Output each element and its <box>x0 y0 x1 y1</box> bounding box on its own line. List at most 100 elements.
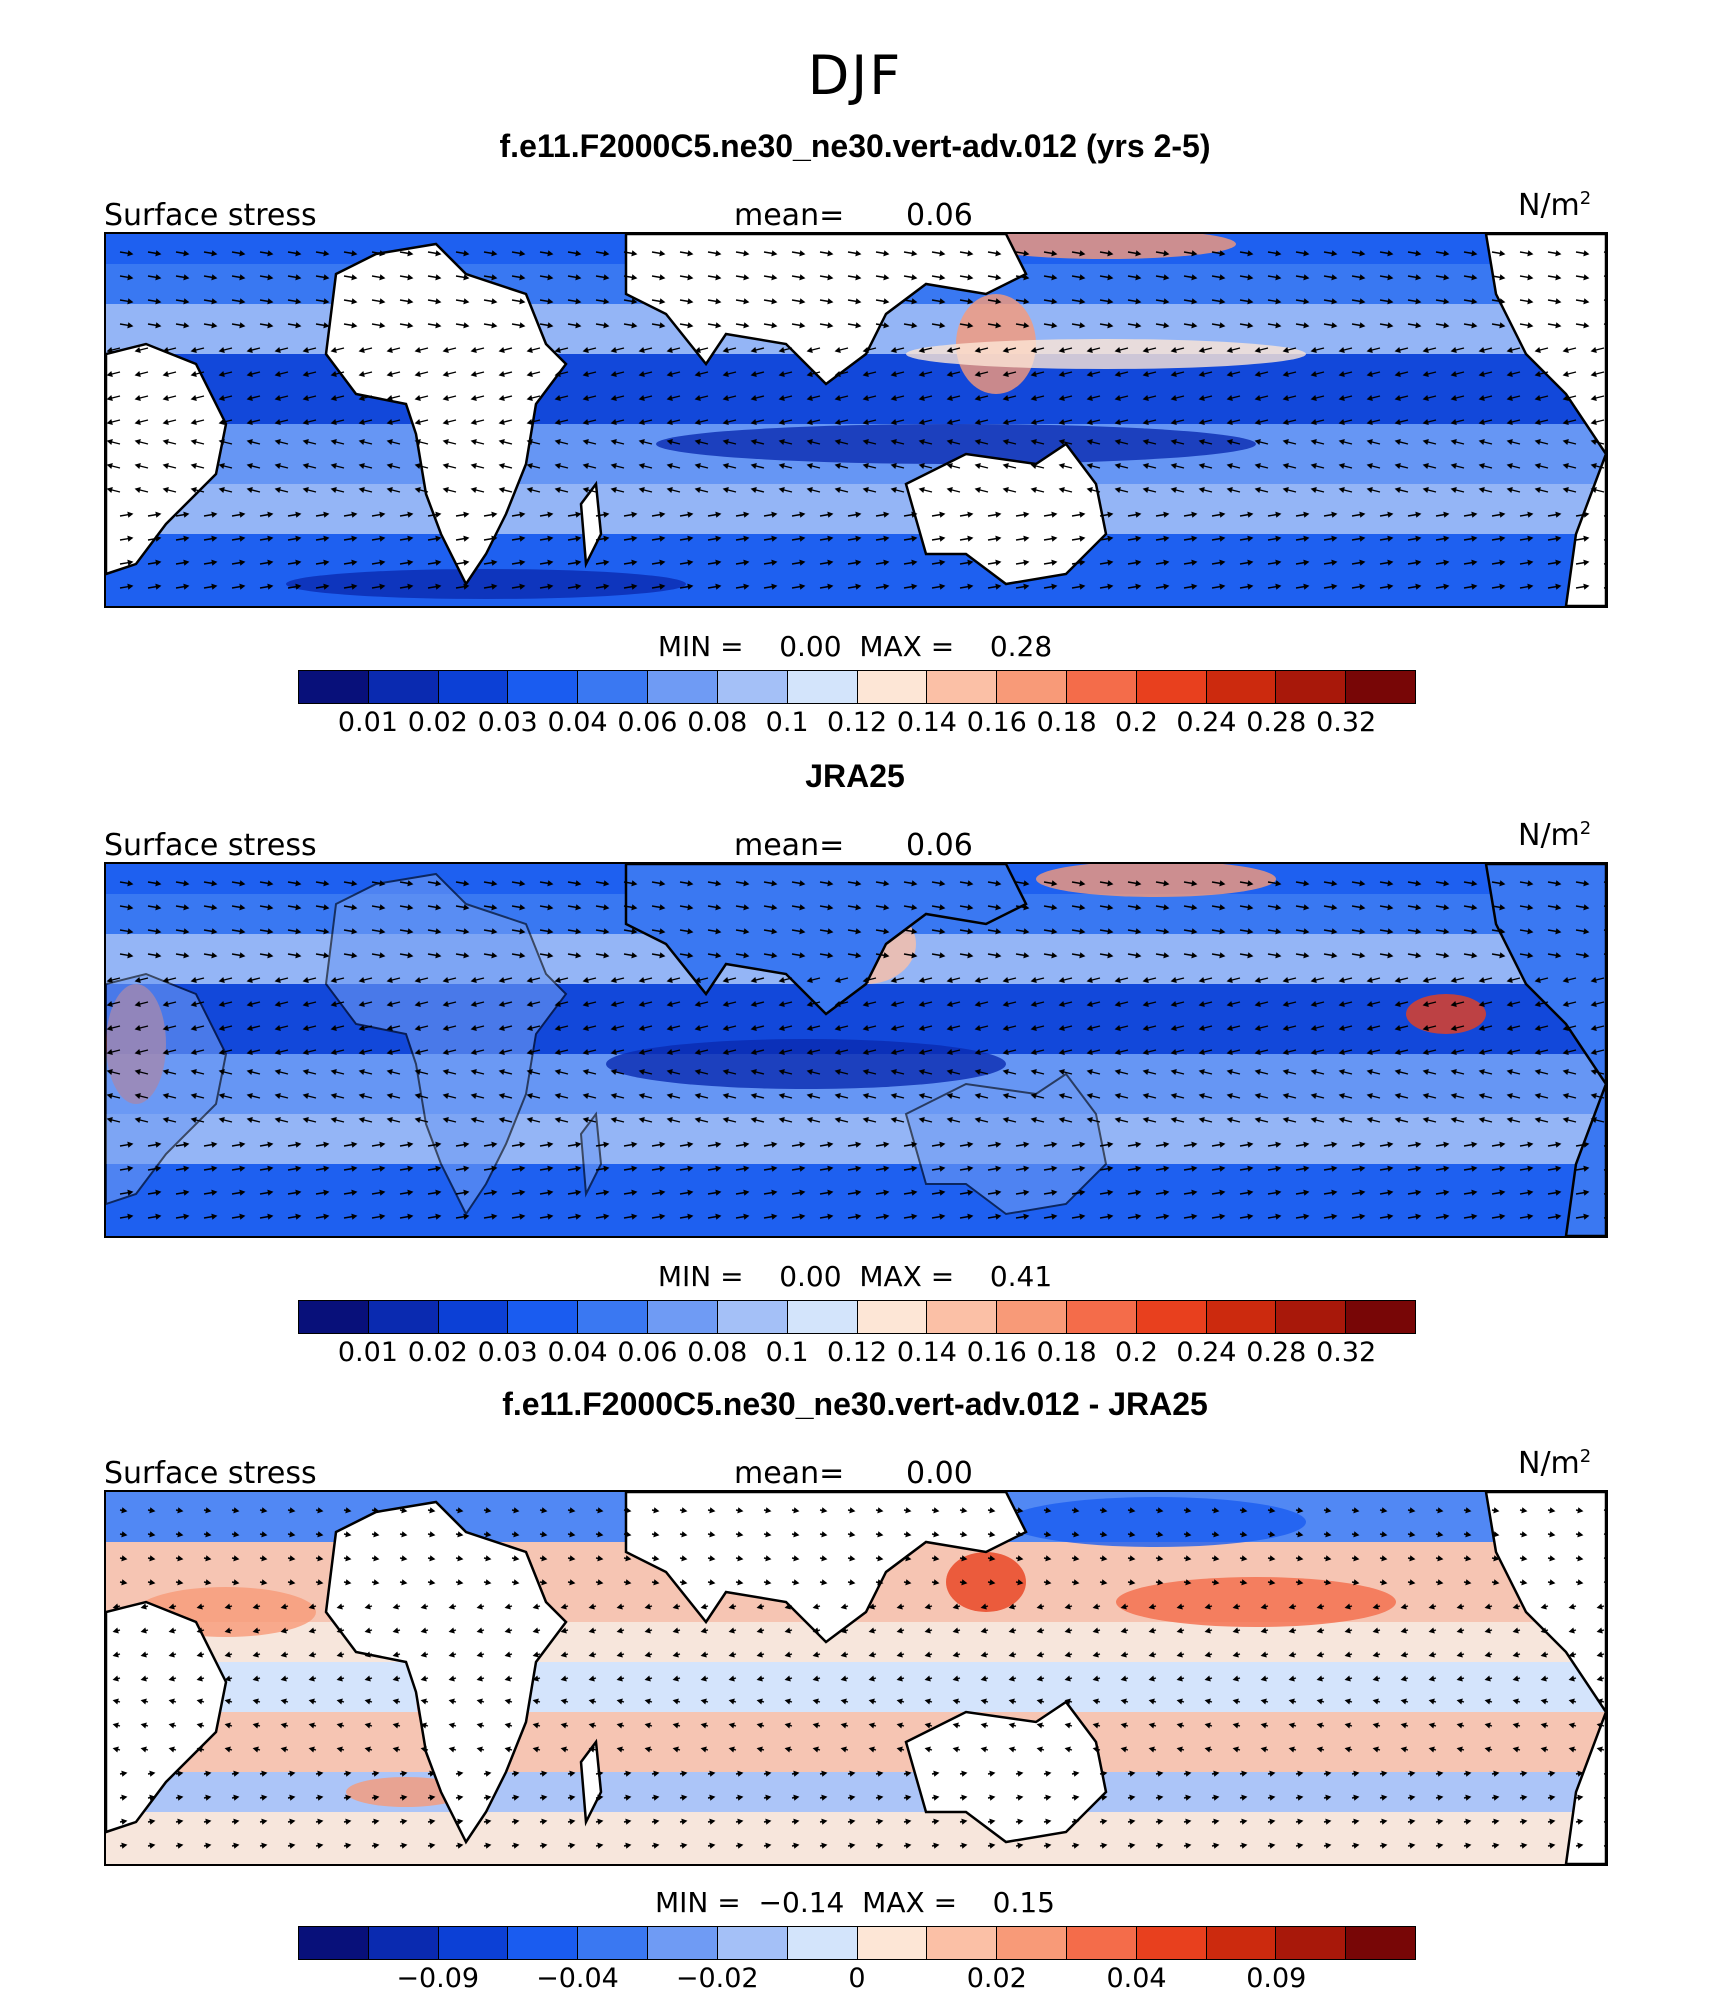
colorbar-tick-label: 0.02 <box>407 707 468 738</box>
colorbar-tick-label: 0.2 <box>1115 1337 1158 1368</box>
colorbar-box <box>368 1301 439 1333</box>
panel-1-colorbar-ticks: 0.01 0.02 0.03 0.04 0.06 0.08 0.1 0.12 0.14 0.16 0… <box>298 707 1416 741</box>
colorbar-box <box>787 1301 858 1333</box>
season-title: DJF <box>807 44 903 107</box>
colorbar-box <box>997 1301 1067 1333</box>
colorbar-tick-label: 0.12 <box>826 1337 888 1368</box>
colorbar-box <box>1346 1301 1415 1333</box>
colorbar-box <box>1066 1927 1137 1959</box>
colorbar-box <box>927 1301 998 1333</box>
colorbar-box <box>717 671 788 703</box>
colorbar-tick-label: 0.16 <box>966 707 1027 738</box>
panel-1-units: N/m2 <box>1518 188 1592 223</box>
colorbar-tick-label: 0.02 <box>966 1963 1027 1994</box>
colorbar-box <box>1346 1927 1415 1959</box>
colorbar-tick-label: 0.24 <box>1176 707 1237 738</box>
panel-2-mean-value: 0.06 <box>906 828 973 863</box>
colorbar-box <box>927 1927 998 1959</box>
colorbar-box <box>1276 671 1347 703</box>
colorbar-tick-label: 0.32 <box>1316 707 1377 738</box>
colorbar-box <box>299 1301 369 1333</box>
colorbar-tick-label: 0.1 <box>765 707 809 738</box>
colorbar-box <box>299 1927 369 1959</box>
colorbar-tick-label: 0.14 <box>896 707 957 738</box>
panel-2-units: N/m2 <box>1518 818 1592 853</box>
panel-1-variable: Surface stress <box>104 198 317 233</box>
panel-3-variable: Surface stress <box>104 1456 317 1491</box>
colorbar-box <box>1206 1301 1277 1333</box>
panel-2-variable: Surface stress <box>104 828 317 863</box>
colorbar-tick-label: −0.09 <box>396 1963 480 1994</box>
panel-3-title: f.e11.F2000C5.ne30_ne30.vert-adv.012 - J… <box>502 1386 1208 1422</box>
colorbar-box <box>857 1301 928 1333</box>
colorbar-box <box>1066 671 1137 703</box>
colorbar-tick-label: 0.24 <box>1176 1337 1237 1368</box>
colorbar-tick-label: 0.2 <box>1115 707 1158 738</box>
colorbar-box <box>927 671 998 703</box>
colorbar-tick-label: 0.06 <box>617 707 678 738</box>
colorbar-box <box>648 1301 718 1333</box>
colorbar-box <box>648 1927 718 1959</box>
colorbar-box <box>1136 1927 1207 1959</box>
colorbar-box <box>1206 1927 1277 1959</box>
colorbar-tick-label: 0.18 <box>1036 1337 1097 1368</box>
colorbar-tick-label: 0 <box>848 1963 866 1994</box>
colorbar-box <box>508 671 579 703</box>
colorbar-tick-label: 0.14 <box>896 1337 957 1368</box>
colorbar-box <box>299 671 369 703</box>
colorbar-box <box>1276 1301 1347 1333</box>
panel-1-title: f.e11.F2000C5.ne30_ne30.vert-adv.012 (yr… <box>499 128 1211 164</box>
colorbar-box <box>1136 671 1207 703</box>
panel-3-map <box>104 1490 1608 1866</box>
colorbar-box <box>438 1301 509 1333</box>
panel-3-colorbar <box>298 1926 1416 1960</box>
colorbar-tick-label: 0.16 <box>966 1337 1027 1368</box>
colorbar-box <box>508 1927 579 1959</box>
colorbar-tick-label: −0.04 <box>536 1963 619 1994</box>
colorbar-tick-label: 0.08 <box>687 1337 748 1368</box>
colorbar-tick-label: 0.04 <box>547 1337 608 1368</box>
colorbar-tick-label: 0.04 <box>547 707 608 738</box>
panel-3-mean-label: mean= <box>734 1456 845 1491</box>
panel-2-title: JRA25 <box>805 758 905 794</box>
colorbar-box <box>438 1927 509 1959</box>
colorbar-box <box>578 1301 649 1333</box>
colorbar-tick-label: 0.01 <box>337 1337 398 1368</box>
colorbar-tick-label: 0.01 <box>337 707 398 738</box>
colorbar-box <box>438 671 509 703</box>
panel-2-mean-label: mean= <box>734 828 845 863</box>
colorbar-box <box>368 671 439 703</box>
colorbar-box <box>1066 1301 1137 1333</box>
panel-1-mean-label: mean= <box>734 198 845 233</box>
colorbar-box <box>1346 671 1415 703</box>
panel-3-units: N/m2 <box>1518 1446 1592 1481</box>
colorbar-tick-label: −0.02 <box>675 1963 759 1994</box>
colorbar-tick-label: 0.02 <box>407 1337 468 1368</box>
colorbar-box <box>787 1927 858 1959</box>
panel-1-mean-value: 0.06 <box>906 198 973 233</box>
colorbar-box <box>368 1927 439 1959</box>
colorbar-box <box>1276 1927 1347 1959</box>
panel-2-colorbar <box>298 1300 1416 1334</box>
colorbar-tick-label: 0.12 <box>826 707 888 738</box>
panel-1-map <box>104 232 1608 608</box>
panel-3-minmax: MIN = −0.14 MAX = 0.15 <box>655 1886 1055 1919</box>
colorbar-tick-label: 0.32 <box>1316 1337 1377 1368</box>
colorbar-tick-label: 0.03 <box>477 1337 538 1368</box>
colorbar-tick-label: 0.08 <box>687 707 748 738</box>
panel-2-colorbar-ticks: 0.01 0.02 0.03 0.04 0.06 0.08 0.1 0.12 0.14 0.16 0… <box>298 1337 1416 1371</box>
colorbar-box <box>787 671 858 703</box>
panel-1-minmax: MIN = 0.00 MAX = 0.28 <box>657 630 1053 663</box>
colorbar-box <box>508 1301 579 1333</box>
colorbar-tick-label: 0.09 <box>1246 1963 1307 1994</box>
colorbar-box <box>997 1927 1067 1959</box>
colorbar-box <box>648 671 718 703</box>
colorbar-box <box>857 671 928 703</box>
colorbar-box <box>1136 1301 1207 1333</box>
panel-3-colorbar-ticks: −0.09 −0.04 −0.02 0 0.02 0.04 0.09 <box>298 1963 1416 1997</box>
colorbar-tick-label: 0.04 <box>1106 1963 1167 1994</box>
panel-3-mean-value: 0.00 <box>906 1456 973 1491</box>
colorbar-box <box>997 671 1067 703</box>
colorbar-tick-label: 0.18 <box>1036 707 1097 738</box>
colorbar-box <box>578 1927 649 1959</box>
